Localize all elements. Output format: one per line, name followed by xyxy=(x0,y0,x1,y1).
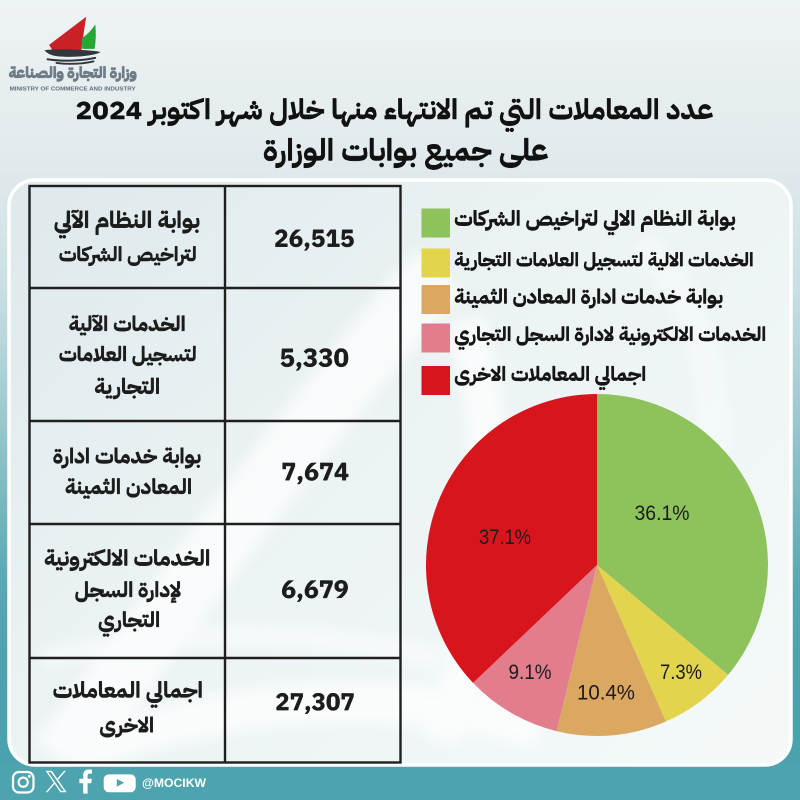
svg-text:36.1%: 36.1% xyxy=(635,501,690,525)
svg-text:10.4%: 10.4% xyxy=(577,681,635,705)
svg-text:7.3%: 7.3% xyxy=(660,660,702,684)
svg-text:37.1%: 37.1% xyxy=(479,525,531,549)
svg-text:@MOCIKW: @MOCIKW xyxy=(142,778,206,790)
svg-text:MINISTRY OF COMMERCE AND INDUS: MINISTRY OF COMMERCE AND INDUSTRY xyxy=(10,87,137,93)
svg-text:9.1%: 9.1% xyxy=(509,660,552,684)
